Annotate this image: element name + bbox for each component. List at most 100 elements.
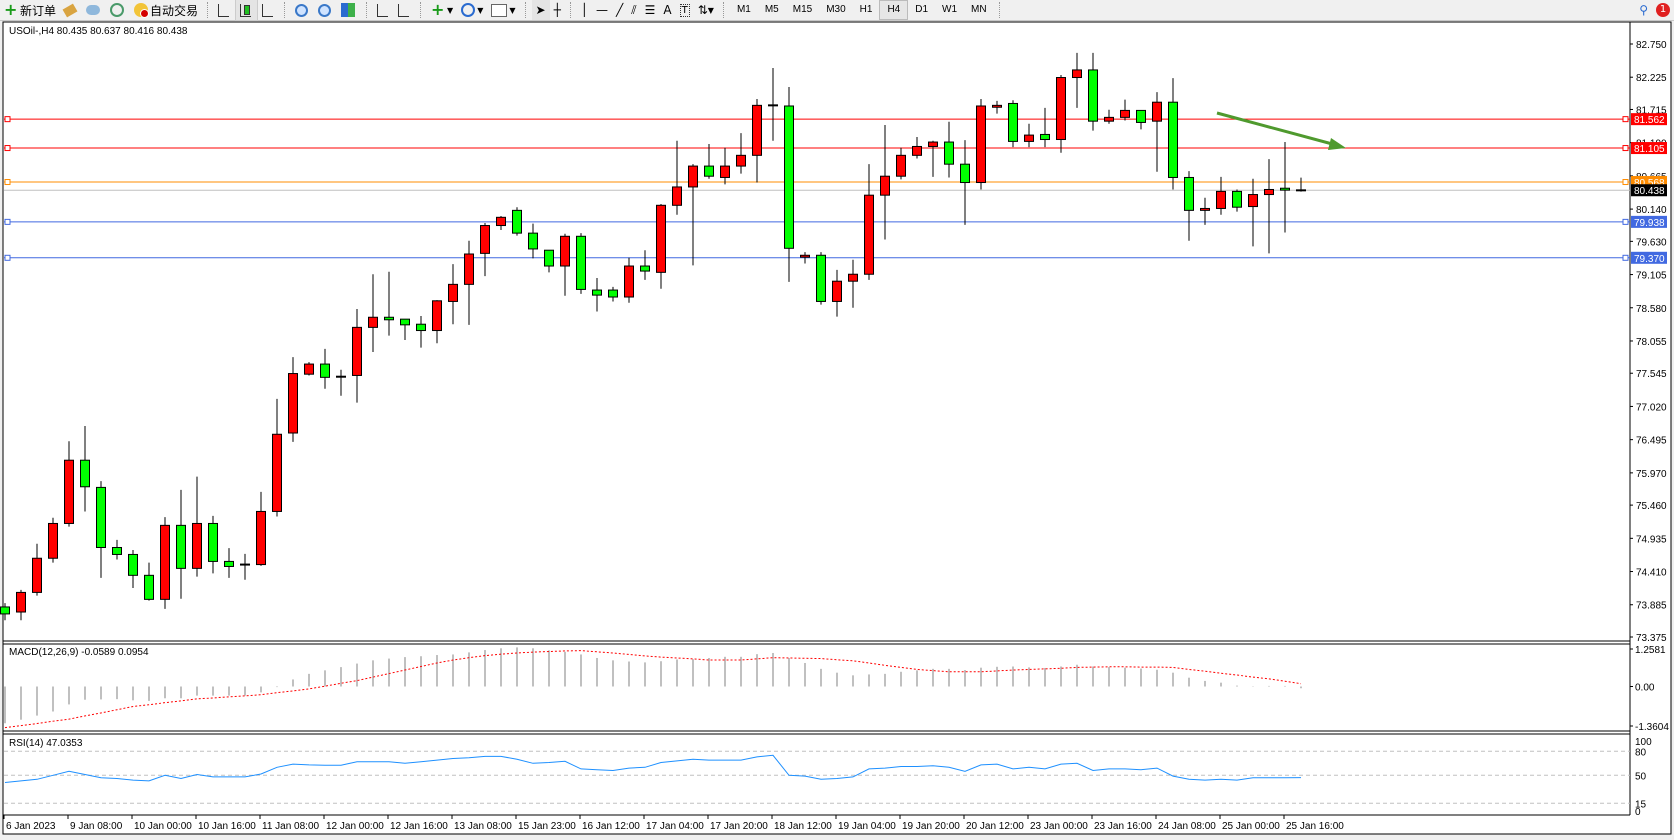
candle [992,100,1002,114]
zoom-out-button[interactable] [314,0,337,20]
auto-trading-button[interactable]: 自动交易 [130,0,202,20]
new-order-button[interactable]: + 新订单 [0,0,60,20]
candle-body [656,204,666,273]
arrows-button[interactable]: ⇅ ▼ [694,0,718,20]
timeframe-d1[interactable]: D1 [915,4,929,15]
level-handle[interactable] [4,179,11,186]
chart-window[interactable]: 82.75082.22581.71581.19080.66580.14079.6… [0,21,1674,840]
fibonacci-button[interactable]: ☰ [641,0,660,20]
timeframe-m15[interactable]: M15 [792,4,813,15]
candle [320,348,330,389]
label-button[interactable]: T [676,0,694,20]
level-handle[interactable] [1622,254,1629,261]
crosshair-button[interactable]: ┼ [550,0,565,20]
vertical-line-button[interactable]: │ [577,0,592,20]
tile-windows-icon [341,3,356,17]
dropdown-icon: ▼ [509,5,516,15]
timeframe-m30[interactable]: M30 [826,4,846,15]
timeframe-mn[interactable]: MN [971,4,987,15]
candle [336,369,346,396]
macd-tick-label: -1.3604 [1635,722,1669,733]
horizontal-line[interactable] [4,116,1630,123]
level-price-label: 79.938 [1634,218,1665,229]
equidistant-channel-button[interactable]: ⫽ [627,0,640,20]
candle-body [592,289,602,296]
price-tick-label: 79.630 [1636,237,1667,248]
trend-arrow[interactable] [1216,111,1346,150]
level-handle[interactable] [4,145,11,152]
trend-arrow-line[interactable] [1216,111,1337,147]
candle [176,489,186,599]
timeframe-w1[interactable]: W1 [942,4,958,15]
candle-body [368,316,378,328]
chart-shift-button[interactable] [394,0,415,20]
level-handle[interactable] [1622,116,1629,123]
level-handle[interactable] [4,116,11,123]
market-button[interactable] [82,0,106,20]
horizontal-line[interactable] [4,145,1630,152]
candlestick-button[interactable] [235,0,259,21]
macd-label: MACD(12,26,9) -0.0589 0.0954 [9,647,149,658]
time-label: 25 Jan 16:00 [1286,821,1344,832]
candle [144,562,154,601]
history-button[interactable] [60,0,82,20]
time-label: 23 Jan 16:00 [1094,821,1152,832]
text-button[interactable]: A [659,0,675,20]
timeframe-h4[interactable]: H4 [879,0,909,20]
zoom-in-button[interactable] [291,0,314,20]
separator [569,2,572,18]
time-label: 9 Jan 08:00 [70,821,123,832]
candle [672,140,682,215]
timeframe-m1[interactable]: M1 [736,4,751,15]
price-tick-label: 79.105 [1636,271,1667,282]
tile-windows-button[interactable] [337,0,361,20]
signals-button[interactable] [106,0,130,20]
templates-button[interactable]: ▼ [487,0,519,20]
horizontal-line[interactable] [4,179,1630,186]
indicators-button[interactable]: + ▼ [427,0,457,20]
dropdown-icon: ▼ [447,5,454,15]
trendline-button[interactable]: ╱ [612,0,627,20]
rsi-line [4,754,1302,783]
level-handle[interactable] [1622,218,1629,225]
line-chart-button[interactable] [258,0,279,20]
candle [464,240,474,325]
candle-body [1280,187,1290,191]
candle [768,68,778,141]
dropdown-icon: ▼ [477,5,484,15]
price-tick-label: 74.935 [1636,534,1667,545]
auto-scroll-button[interactable] [373,0,394,20]
search-button[interactable]: ⚲ [1635,0,1652,20]
candle [64,441,74,527]
candle [832,269,842,317]
horizontal-line[interactable] [4,218,1630,225]
candle-body [1200,207,1210,211]
level-price-label: 80.568 [1634,178,1665,189]
level-handle[interactable] [1622,145,1629,152]
price-tick-label: 78.055 [1636,337,1667,348]
horizontal-line-button[interactable]: — [592,0,612,20]
candle-body [640,265,650,272]
candle [208,515,218,574]
periods-button[interactable]: ▼ [457,0,487,20]
candle-body [192,522,202,569]
candle-body [80,459,90,488]
timeframe-h1[interactable]: H1 [859,4,873,15]
cursor-button[interactable]: ➤ [531,0,550,20]
candle-body [512,209,522,234]
candle-body [176,524,186,569]
candle [528,223,538,259]
bar-chart-button[interactable] [214,0,235,20]
candle-body [800,254,810,258]
level-handle[interactable] [1622,179,1629,186]
level-handle[interactable] [4,218,11,225]
separator [207,2,209,18]
level-handle[interactable] [4,254,11,261]
trendline-icon: ╱ [616,3,624,17]
candle [896,147,906,180]
candle [32,543,42,596]
candle-body [848,273,858,282]
timeframe-m5[interactable]: M5 [764,4,779,15]
notifications-button[interactable]: 1 [1652,0,1674,20]
candle [1120,99,1130,121]
